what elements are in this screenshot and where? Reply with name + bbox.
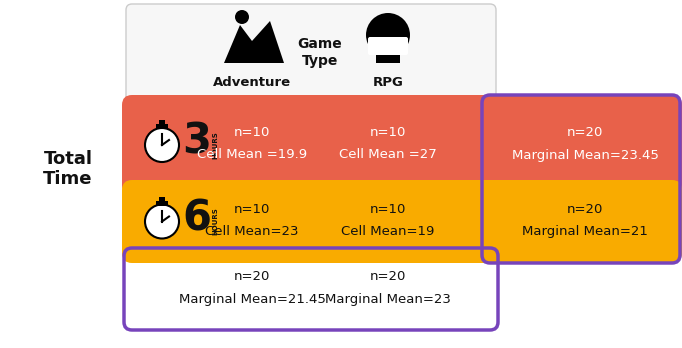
Circle shape xyxy=(145,205,179,238)
Circle shape xyxy=(235,10,249,24)
Text: Cell Mean =27: Cell Mean =27 xyxy=(339,149,437,161)
Text: n=10: n=10 xyxy=(234,127,270,140)
Text: Marginal Mean=21: Marginal Mean=21 xyxy=(522,225,648,238)
Text: Total
Time: Total Time xyxy=(43,150,93,188)
FancyBboxPatch shape xyxy=(126,4,496,111)
Text: 6: 6 xyxy=(183,198,211,239)
Text: Adventure: Adventure xyxy=(213,77,291,89)
FancyBboxPatch shape xyxy=(122,95,682,195)
Bar xyxy=(156,124,168,129)
Text: Cell Mean=23: Cell Mean=23 xyxy=(205,225,299,238)
Text: n=10: n=10 xyxy=(234,203,270,216)
Text: n=20: n=20 xyxy=(234,270,270,284)
Text: n=10: n=10 xyxy=(370,203,406,216)
Bar xyxy=(376,53,400,63)
Text: Marginal Mean=23.45: Marginal Mean=23.45 xyxy=(512,149,658,161)
Circle shape xyxy=(366,13,410,57)
Text: Marginal Mean=21.45: Marginal Mean=21.45 xyxy=(179,293,325,306)
Bar xyxy=(159,120,165,124)
Text: n=20: n=20 xyxy=(370,270,406,284)
Bar xyxy=(156,200,168,206)
Polygon shape xyxy=(224,21,284,63)
Text: 3: 3 xyxy=(183,121,211,163)
Bar xyxy=(159,197,165,200)
FancyBboxPatch shape xyxy=(368,37,408,55)
Text: Game
Type: Game Type xyxy=(297,37,342,68)
Text: Marginal Mean=23: Marginal Mean=23 xyxy=(325,293,451,306)
Text: HOURS: HOURS xyxy=(212,131,218,159)
Text: HOURS: HOURS xyxy=(212,208,218,235)
FancyBboxPatch shape xyxy=(122,180,682,263)
Circle shape xyxy=(145,128,179,162)
Text: n=20: n=20 xyxy=(567,203,603,216)
Text: n=20: n=20 xyxy=(567,127,603,140)
Text: RPG: RPG xyxy=(372,77,404,89)
Text: n=10: n=10 xyxy=(370,127,406,140)
Text: Cell Mean =19.9: Cell Mean =19.9 xyxy=(197,149,307,161)
Text: Cell Mean=19: Cell Mean=19 xyxy=(341,225,434,238)
